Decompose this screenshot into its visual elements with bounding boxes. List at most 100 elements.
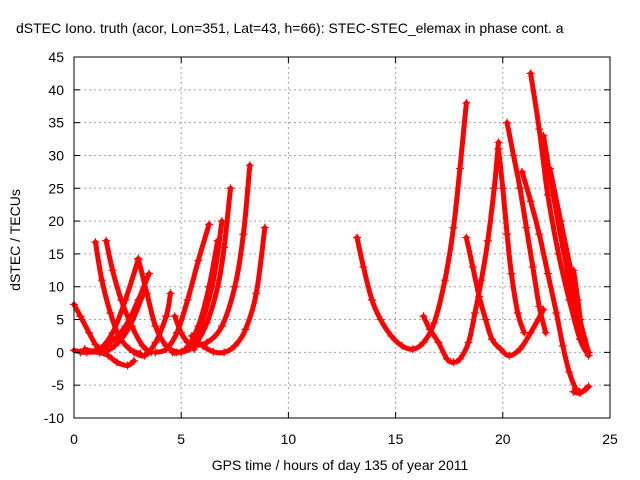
data-series (526, 69, 593, 360)
data-series (419, 138, 503, 367)
data-point (187, 341, 196, 350)
data-point (226, 184, 235, 193)
data-point (573, 295, 582, 304)
data-point (359, 263, 368, 272)
y-tick-label: 20 (48, 213, 64, 229)
data-point (245, 161, 254, 170)
data-point (145, 269, 154, 278)
data-point (202, 318, 211, 327)
data-point (213, 282, 222, 291)
data-point (151, 338, 160, 347)
data-point (507, 269, 516, 278)
y-tick-label: -5 (52, 377, 65, 393)
data-point (110, 341, 119, 350)
x-axis-label: GPS time / hours of day 135 of year 2011 (212, 457, 469, 473)
series-trace (421, 139, 501, 365)
data-point (108, 266, 117, 275)
data-point (449, 223, 458, 232)
data-series (569, 266, 591, 354)
data-point (151, 322, 160, 331)
data-point (462, 233, 471, 242)
data-point (80, 345, 89, 354)
plot-frame (73, 56, 611, 419)
data-series (187, 161, 254, 350)
data-series (353, 98, 471, 354)
data-point (177, 328, 186, 337)
x-tick-label: 25 (602, 431, 618, 447)
data-point (217, 322, 226, 331)
data-point (434, 338, 443, 347)
series-trace (103, 238, 154, 355)
data-point (353, 233, 362, 242)
data-point (241, 325, 250, 334)
data-point (230, 282, 239, 291)
data-point (104, 351, 113, 360)
data-series (95, 348, 139, 370)
y-tick-label: 10 (48, 279, 64, 295)
data-point (187, 331, 196, 340)
data-point (97, 276, 106, 285)
data-series-group (70, 69, 593, 398)
x-tick-label: 10 (281, 431, 297, 447)
data-point (503, 118, 512, 127)
data-point (387, 331, 396, 340)
data-point (515, 184, 524, 193)
data-point (151, 348, 160, 357)
data-point (123, 361, 132, 370)
data-point (142, 289, 151, 298)
data-point (496, 345, 505, 354)
data-point (494, 144, 503, 153)
data-point (554, 249, 563, 258)
data-point (475, 292, 484, 301)
data-point (455, 164, 464, 173)
data-point (230, 341, 239, 350)
data-point (582, 345, 591, 354)
y-tick-label: 40 (48, 82, 64, 98)
axis-ticks: 0 5 10 15 20 25 -10 -5 0 5 10 15 20 25 30 35 40 45 (44, 49, 618, 447)
x-tick-label: 5 (177, 431, 185, 447)
data-point (509, 151, 518, 160)
data-point (449, 358, 458, 367)
data-point (481, 315, 490, 324)
data-point (198, 341, 207, 350)
series-trace (496, 146, 527, 336)
data-series (494, 144, 529, 337)
data-point (202, 338, 211, 347)
y-tick-label: 45 (48, 49, 64, 65)
data-point (368, 295, 377, 304)
data-point (376, 315, 385, 324)
data-point (488, 335, 497, 344)
y-tick-label: 15 (48, 246, 64, 262)
data-point (503, 230, 512, 239)
data-point (162, 345, 171, 354)
data-point (565, 368, 574, 377)
data-point (518, 167, 527, 176)
data-point (130, 356, 139, 365)
data-point (220, 348, 229, 357)
data-point (209, 276, 218, 285)
x-tick-label: 15 (388, 431, 404, 447)
data-point (505, 351, 514, 360)
data-point (477, 276, 486, 285)
series-trace (354, 100, 469, 352)
data-point (558, 341, 567, 350)
y-tick-label: 5 (56, 312, 64, 328)
data-point (539, 131, 548, 140)
data-point (430, 318, 439, 327)
data-series (151, 220, 214, 357)
data-point (220, 243, 229, 252)
y-tick-label: -10 (44, 410, 64, 426)
data-point (535, 230, 544, 239)
y-tick-label: 35 (48, 115, 64, 131)
data-point (177, 348, 186, 357)
x-tick-label: 20 (495, 431, 511, 447)
data-point (569, 266, 578, 275)
data-point (166, 289, 175, 298)
data-series (503, 118, 550, 337)
data-point (535, 125, 544, 134)
data-point (419, 338, 428, 347)
data-point (209, 347, 218, 356)
data-point (205, 220, 214, 229)
y-tick-label: 30 (48, 147, 64, 163)
data-point (239, 230, 248, 239)
